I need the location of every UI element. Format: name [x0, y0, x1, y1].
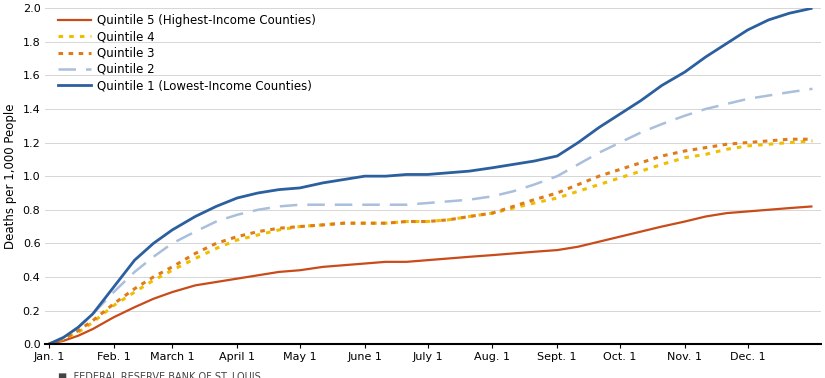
Y-axis label: Deaths per 1,000 People: Deaths per 1,000 People: [4, 104, 17, 249]
Legend: Quintile 5 (Highest-Income Counties), Quintile 4, Quintile 3, Quintile 2, Quinti: Quintile 5 (Highest-Income Counties), Qu…: [59, 14, 316, 92]
Text: ■  FEDERAL RESERVE BANK OF ST. LOUIS: ■ FEDERAL RESERVE BANK OF ST. LOUIS: [58, 372, 261, 378]
